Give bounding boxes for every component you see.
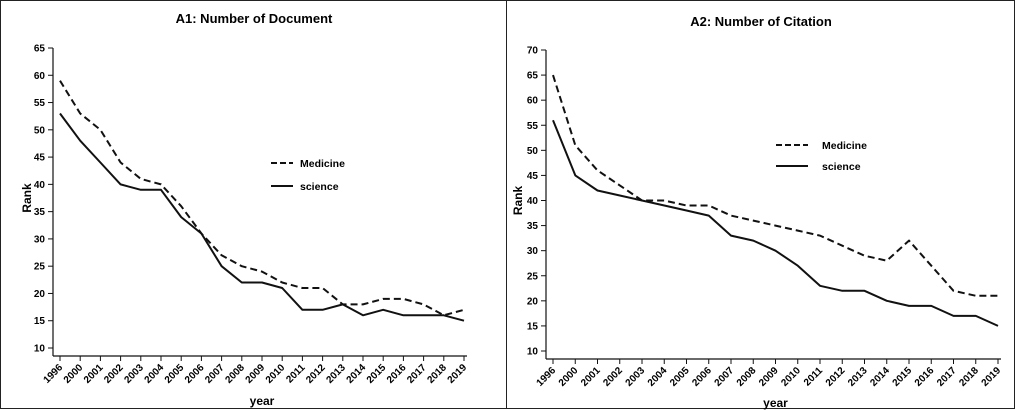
y-tick-label: 65 <box>527 71 539 82</box>
x-tick-label: 2017 <box>935 365 959 389</box>
x-tick-label: 2018 <box>425 362 449 386</box>
x-tick-label: 2004 <box>646 365 670 389</box>
x-tick-label: 2008 <box>223 362 247 386</box>
x-tick-label: 2000 <box>62 362 86 386</box>
chart-title: A1: Number of Document <box>176 11 333 26</box>
y-tick-label: 10 <box>34 344 46 355</box>
x-tick-label: 2018 <box>957 365 981 389</box>
x-tick-label: 2011 <box>802 365 825 388</box>
chart-panel-a1: A1: Number of Document 10 15 20 25 30 35 40 45 50… <box>0 0 507 409</box>
y-tick-label: 45 <box>527 171 539 182</box>
x-tick-label: 2012 <box>824 365 848 389</box>
y-tick-label: 45 <box>34 153 46 164</box>
x-tick-label: 2008 <box>735 365 759 389</box>
y-tick-label: 50 <box>527 146 539 157</box>
y-tick-label: 25 <box>527 271 539 282</box>
legend-label-science: science <box>300 181 339 193</box>
x-tick-label: 2019 <box>980 365 1004 389</box>
y-tick-label: 15 <box>527 321 539 332</box>
x-tick-label: 2014 <box>868 365 892 389</box>
y-tick-label: 60 <box>527 96 539 107</box>
y-tick-label: 15 <box>34 316 46 327</box>
chart-panel-a2: A2: Number of Citation 10 15 20 25 30 35 40 45 50… <box>507 0 1015 410</box>
x-tick-label: 2013 <box>324 362 348 386</box>
x-tick-label: 2000 <box>557 365 581 389</box>
y-tick-label: 70 <box>527 46 539 57</box>
y-tick-label: 25 <box>34 262 46 273</box>
x-tick-label: 2011 <box>284 362 307 385</box>
legend-label-science: science <box>822 161 861 173</box>
x-tick-label: 2014 <box>345 362 369 386</box>
y-tick-label: 50 <box>34 125 46 136</box>
series-line-science <box>552 119 999 327</box>
x-tick-label: 2006 <box>183 362 207 386</box>
chart-a1-svg: A1: Number of Document 10 15 20 25 30 35 40 45 50… <box>20 11 470 408</box>
x-tick-label: 2002 <box>102 362 126 386</box>
legend-label-medicine: Medicine <box>300 158 345 170</box>
chart-title: A2: Number of Citation <box>690 14 832 29</box>
x-tick-label: 2005 <box>668 365 692 389</box>
x-tick-label: 2004 <box>143 362 167 386</box>
x-tick-label: 2017 <box>405 362 429 386</box>
y-tick-label: 10 <box>527 347 539 358</box>
x-tick-label: 2007 <box>713 365 737 389</box>
x-tick-label: 2001 <box>82 362 106 386</box>
y-tick-label: 60 <box>34 71 46 82</box>
series-line-medicine <box>552 74 998 297</box>
legend-label-medicine: Medicine <box>822 140 867 152</box>
y-axis-label: Rank <box>20 183 34 213</box>
x-tick-label: 2009 <box>244 362 268 386</box>
x-tick-label: 2016 <box>913 365 937 389</box>
y-tick-label: 30 <box>34 234 46 245</box>
x-axis-label: year <box>763 396 788 410</box>
chart-a2-svg: A2: Number of Citation 10 15 20 25 30 35 40 45 50… <box>511 14 1004 410</box>
x-tick-label: 1996 <box>535 365 559 389</box>
x-tick-label: 2016 <box>385 362 409 386</box>
x-tick-label: 2001 <box>579 365 603 389</box>
series-line-medicine <box>59 80 465 317</box>
y-tick-label: 55 <box>34 98 46 109</box>
x-tick-label: 1996 <box>42 362 66 386</box>
x-tick-label: 2010 <box>264 362 288 386</box>
x-tick-label: 2002 <box>601 365 625 389</box>
x-tick-label: 2009 <box>757 365 781 389</box>
x-tick-label: 2003 <box>624 365 648 389</box>
x-tick-label: 2015 <box>891 365 915 389</box>
series-line-science <box>59 112 465 322</box>
y-tick-label: 40 <box>34 180 46 191</box>
x-axis-label: year <box>250 394 275 408</box>
y-tick-label: 65 <box>34 44 46 55</box>
y-tick-label: 20 <box>527 296 539 307</box>
x-tick-label: 2010 <box>779 365 803 389</box>
y-axis-label: Rank <box>511 186 525 216</box>
x-tick-label: 2012 <box>304 362 328 386</box>
x-tick-label: 2007 <box>203 362 227 386</box>
y-tick-label: 35 <box>527 221 539 232</box>
y-tick-label: 20 <box>34 289 46 300</box>
y-tick-label: 55 <box>527 121 539 132</box>
x-tick-label: 2005 <box>163 362 187 386</box>
x-tick-label: 2019 <box>446 362 470 386</box>
y-tick-label: 30 <box>527 246 539 257</box>
x-tick-label: 2006 <box>690 365 714 389</box>
y-tick-label: 35 <box>34 207 46 218</box>
x-tick-label: 2013 <box>846 365 870 389</box>
y-tick-label: 40 <box>527 196 539 207</box>
x-tick-label: 2003 <box>122 362 146 386</box>
x-tick-label: 2015 <box>365 362 389 386</box>
